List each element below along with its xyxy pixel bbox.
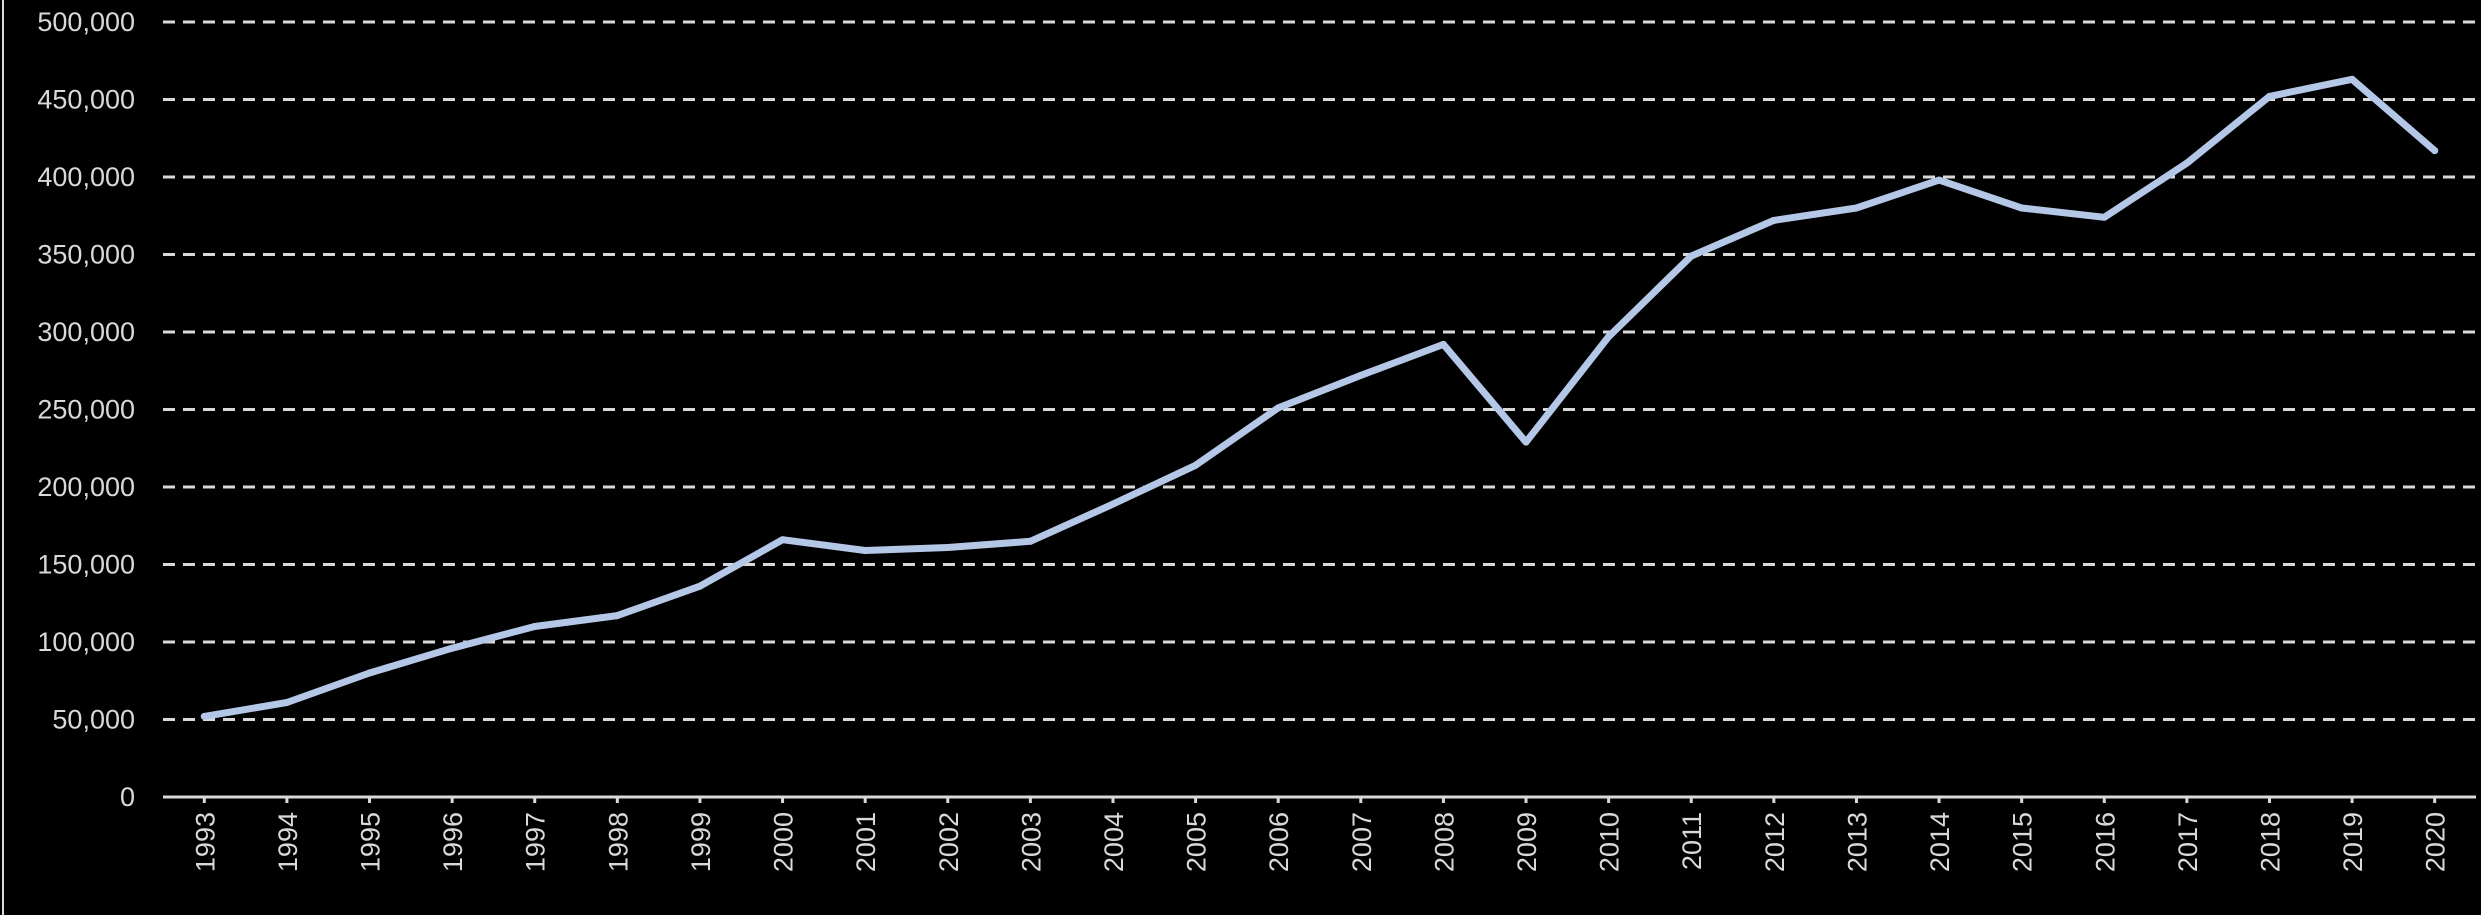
x-tick-label: 2019 — [2338, 812, 2368, 872]
data-point — [1357, 371, 1365, 379]
x-tick-label: 2017 — [2173, 812, 2203, 872]
data-point — [2348, 75, 2356, 83]
y-tick-label: 250,000 — [37, 395, 135, 425]
y-tick-label: 100,000 — [37, 627, 135, 657]
data-point — [1522, 438, 1530, 446]
data-point — [944, 543, 952, 551]
data-point — [1935, 176, 1943, 184]
data-point — [779, 536, 787, 544]
data-point — [531, 623, 539, 630]
data-point — [283, 698, 291, 706]
x-tick-label: 2016 — [2090, 812, 2120, 872]
data-point — [366, 669, 374, 677]
x-tick-label: 2010 — [1595, 812, 1625, 872]
x-tick-label: 2002 — [934, 812, 964, 872]
x-tick-label: 1997 — [521, 812, 551, 872]
data-point — [861, 547, 869, 555]
data-point — [1109, 500, 1117, 508]
x-tick-label: 1994 — [273, 812, 303, 872]
data-point — [200, 712, 208, 720]
y-tick-label: 300,000 — [37, 317, 135, 347]
gridlines — [163, 20, 2476, 799]
x-tick-label: 2000 — [769, 812, 799, 872]
x-axis-tick-labels: 1993 1994 1995 1996 1997 1998 1999 2000 2001 2002… — [190, 797, 2451, 872]
data-point — [2183, 159, 2191, 167]
x-tick-label: 1993 — [190, 812, 220, 872]
data-point — [1605, 333, 1613, 341]
data-point — [1192, 461, 1200, 469]
x-tick-label: 2006 — [1264, 812, 1294, 872]
data-point — [2265, 92, 2273, 100]
x-tick-label: 2008 — [1429, 812, 1459, 872]
data-point — [448, 644, 456, 652]
data-point — [2431, 147, 2439, 155]
y-axis-tick-labels: 0 50,000 100,000 150,000 200,000 250,000 300,0… — [37, 7, 135, 812]
series-line — [200, 75, 2439, 720]
data-point — [1770, 216, 1778, 224]
y-tick-label: 150,000 — [37, 550, 135, 580]
y-tick-label: 0 — [120, 782, 135, 812]
x-tick-label: 2007 — [1347, 812, 1377, 872]
x-tick-label: 2004 — [1099, 812, 1129, 872]
y-tick-label: 350,000 — [37, 240, 135, 270]
x-tick-label: 1998 — [603, 812, 633, 872]
data-point — [2100, 213, 2108, 221]
data-point — [1852, 204, 1860, 212]
y-tick-label: 450,000 — [37, 85, 135, 115]
data-point — [696, 582, 704, 590]
x-tick-label: 2009 — [1512, 812, 1542, 872]
x-tick-label: 2005 — [1182, 812, 1212, 872]
data-point — [1687, 252, 1695, 260]
x-tick-label: 2018 — [2255, 812, 2285, 872]
x-tick-label: 2014 — [1925, 812, 1955, 872]
y-tick-label: 400,000 — [37, 162, 135, 192]
x-tick-label: 2003 — [1016, 812, 1046, 872]
x-tick-label: 1999 — [686, 812, 716, 872]
data-point — [1274, 404, 1282, 412]
x-tick-label: 2013 — [1842, 812, 1872, 872]
x-tick-label: 2020 — [2421, 812, 2451, 872]
x-tick-label: 1995 — [356, 812, 386, 872]
data-series — [200, 75, 2439, 720]
data-point — [2018, 204, 2026, 212]
x-tick-label: 2011 — [1677, 812, 1707, 870]
x-tick-label: 2001 — [851, 812, 881, 872]
x-tick-label: 2012 — [1760, 812, 1790, 872]
y-tick-label: 50,000 — [52, 705, 135, 735]
x-tick-label: 1996 — [438, 812, 468, 872]
data-point — [1026, 537, 1034, 545]
x-tick-label: 2015 — [2008, 812, 2038, 872]
y-tick-label: 200,000 — [37, 472, 135, 502]
data-point — [613, 612, 621, 620]
data-point — [1439, 340, 1447, 348]
y-tick-label: 500,000 — [37, 7, 135, 37]
